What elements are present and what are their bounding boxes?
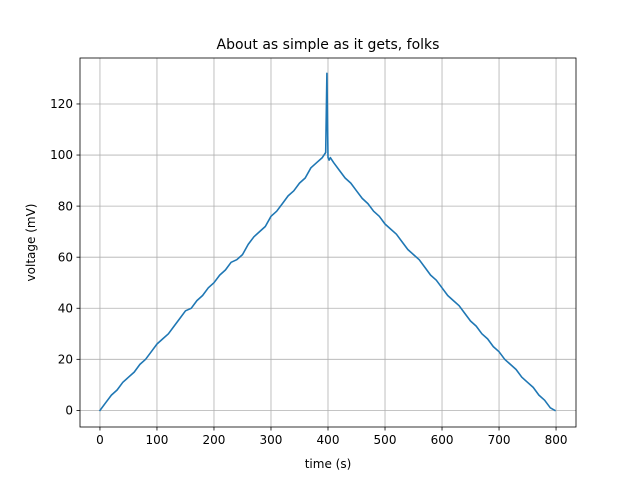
y-tick-label: 120 — [50, 97, 73, 111]
x-axis-ticks: 0 100 200 300 400 500 600 700 800 — [96, 427, 567, 447]
series-layer — [98, 72, 556, 412]
y-tick-label: 20 — [58, 353, 73, 367]
y-axis-label: voltage (mV) — [24, 204, 38, 282]
x-tick-label: 800 — [545, 433, 568, 447]
x-tick-label: 500 — [374, 433, 397, 447]
grid-lines — [80, 58, 576, 427]
x-tick-label: 700 — [488, 433, 511, 447]
x-tick-label: 200 — [203, 433, 226, 447]
chart-title: About as simple as it gets, folks — [217, 37, 440, 53]
x-tick-label: 600 — [431, 433, 454, 447]
x-axis-label: time (s) — [305, 457, 352, 471]
x-tick-label: 100 — [146, 433, 169, 447]
y-tick-label: 40 — [58, 301, 73, 315]
y-axis-ticks: 0 20 40 60 80 100 120 — [50, 97, 80, 418]
y-tick-label: 80 — [58, 199, 73, 213]
y-tick-label: 60 — [58, 250, 73, 264]
x-tick-label: 300 — [260, 433, 283, 447]
x-tick-label: 0 — [96, 433, 104, 447]
y-tick-label: 100 — [50, 148, 73, 162]
x-tick-label: 400 — [317, 433, 340, 447]
series-line — [98, 72, 556, 412]
y-tick-label: 0 — [65, 404, 73, 418]
